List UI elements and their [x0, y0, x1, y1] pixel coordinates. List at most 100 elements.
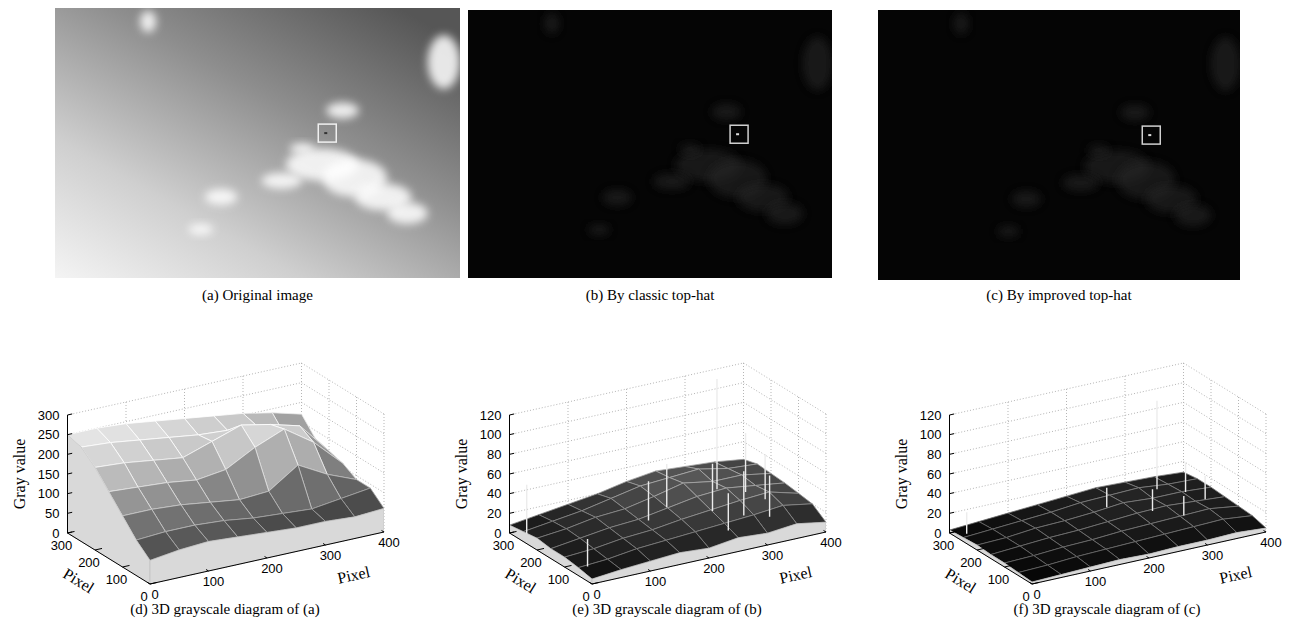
peak: [764, 454, 765, 499]
y-tick: [510, 531, 517, 533]
x-tick: [1264, 530, 1266, 532]
caption: (e) 3D grayscale diagram of (b): [572, 601, 762, 618]
grid-line: [744, 402, 827, 453]
grid-line: [1184, 383, 1267, 434]
image-cloud: [997, 226, 1019, 237]
x-tick: [765, 543, 767, 545]
grid-line: [1184, 363, 1267, 414]
z-tick: [510, 434, 515, 435]
grid-line: [302, 383, 385, 434]
x-tick-label: 0: [593, 587, 600, 602]
x-tick: [590, 582, 592, 584]
z-tick-label: 0: [52, 526, 59, 541]
x-tick: [1088, 569, 1090, 571]
y-axis-title: Pixel: [60, 565, 97, 597]
x-tick-label: 400: [378, 535, 400, 550]
x-tick-label: 0: [1033, 587, 1040, 602]
y-tick: [150, 582, 157, 584]
y-axis-title: Pixel: [502, 565, 539, 597]
x-tick: [707, 556, 709, 558]
z-tick: [950, 414, 955, 415]
surface: [950, 401, 1267, 584]
grid-line: [510, 363, 744, 415]
z-tick: [510, 473, 515, 474]
x-axis-title: Pixel: [336, 563, 372, 587]
image-cloud: [140, 11, 156, 33]
target-dot: [736, 133, 739, 135]
z-tick-label: 100: [920, 427, 942, 442]
z-tick-label: 0: [934, 526, 941, 541]
x-tick: [265, 556, 267, 558]
grid-line: [1211, 380, 1212, 498]
y-axis-title: Pixel: [942, 565, 979, 597]
grid-line: [950, 402, 1184, 454]
z-tick: [68, 453, 73, 454]
z-tick: [950, 473, 955, 474]
image-cloud: [588, 224, 610, 235]
y-tick: [1032, 582, 1039, 584]
image-cloud: [712, 104, 741, 120]
z-tick-label: 100: [38, 486, 60, 501]
z-tick-label: 100: [480, 427, 502, 442]
image-background: [55, 8, 460, 278]
caption: (b) By classic top-hat: [586, 287, 716, 304]
y-tick-label: 200: [960, 555, 982, 570]
z-tick: [68, 532, 73, 533]
image-cloud: [679, 144, 701, 155]
image-cloud: [1121, 105, 1150, 121]
x-tick-label: 300: [320, 548, 342, 563]
grid: [510, 363, 827, 584]
x-tick-label: 200: [261, 561, 283, 576]
grid-line: [950, 442, 1184, 494]
x-tick-label: 300: [1202, 548, 1224, 563]
image-cloud: [387, 202, 428, 224]
z-tick-label: 300: [38, 408, 60, 423]
surface: [68, 413, 385, 584]
x-tick: [382, 530, 384, 532]
surface-chart: 0100200300400010020030005010015020025030…: [11, 363, 400, 618]
peak: [743, 471, 744, 515]
peak: [712, 464, 713, 511]
x-tick: [1030, 582, 1032, 584]
peak: [745, 433, 746, 492]
y-tick-label: 100: [988, 572, 1010, 587]
axes: 0100200300400010020030005010015020025030…: [11, 408, 400, 604]
y-tick-label: 100: [548, 572, 570, 587]
grid-line: [510, 461, 744, 513]
target-dot: [324, 132, 327, 134]
image-cloud: [262, 173, 303, 189]
surface-curtain: [68, 435, 151, 584]
z-tick: [68, 414, 73, 415]
y-tick: [95, 548, 102, 550]
caption: (d) 3D grayscale diagram of (a): [130, 601, 320, 618]
peak: [1185, 463, 1186, 493]
x-tick-label: 400: [1260, 535, 1282, 550]
peak: [1204, 476, 1205, 500]
x-tick-label: 100: [203, 574, 225, 589]
grid-line: [510, 383, 744, 435]
grid: [950, 363, 1267, 584]
image-cloud: [205, 189, 237, 205]
grid-line: [1184, 402, 1267, 453]
image-cloud: [1211, 37, 1240, 91]
z-tick: [510, 453, 515, 454]
y-tick: [565, 565, 572, 567]
z-tick-label: 20: [487, 506, 501, 521]
image-background: [468, 10, 832, 278]
grid-line: [1184, 422, 1267, 473]
x-tick: [148, 582, 150, 584]
z-tick: [950, 493, 955, 494]
z-tick-label: 60: [927, 467, 941, 482]
axes: 01002003004000100200300020406080100120Gr…: [453, 408, 842, 604]
x-tick-label: 300: [762, 548, 784, 563]
caption: (a) Original image: [202, 287, 313, 304]
z-tick-label: 150: [38, 467, 60, 482]
z-tick: [510, 414, 515, 415]
y-tick: [537, 548, 544, 550]
z-axis-title: Gray value: [453, 439, 471, 510]
peak: [966, 512, 967, 534]
z-tick: [950, 512, 955, 513]
caption: (f) 3D grayscale diagram of (c): [1014, 601, 1201, 618]
z-tick: [68, 512, 73, 513]
z-tick: [68, 493, 73, 494]
